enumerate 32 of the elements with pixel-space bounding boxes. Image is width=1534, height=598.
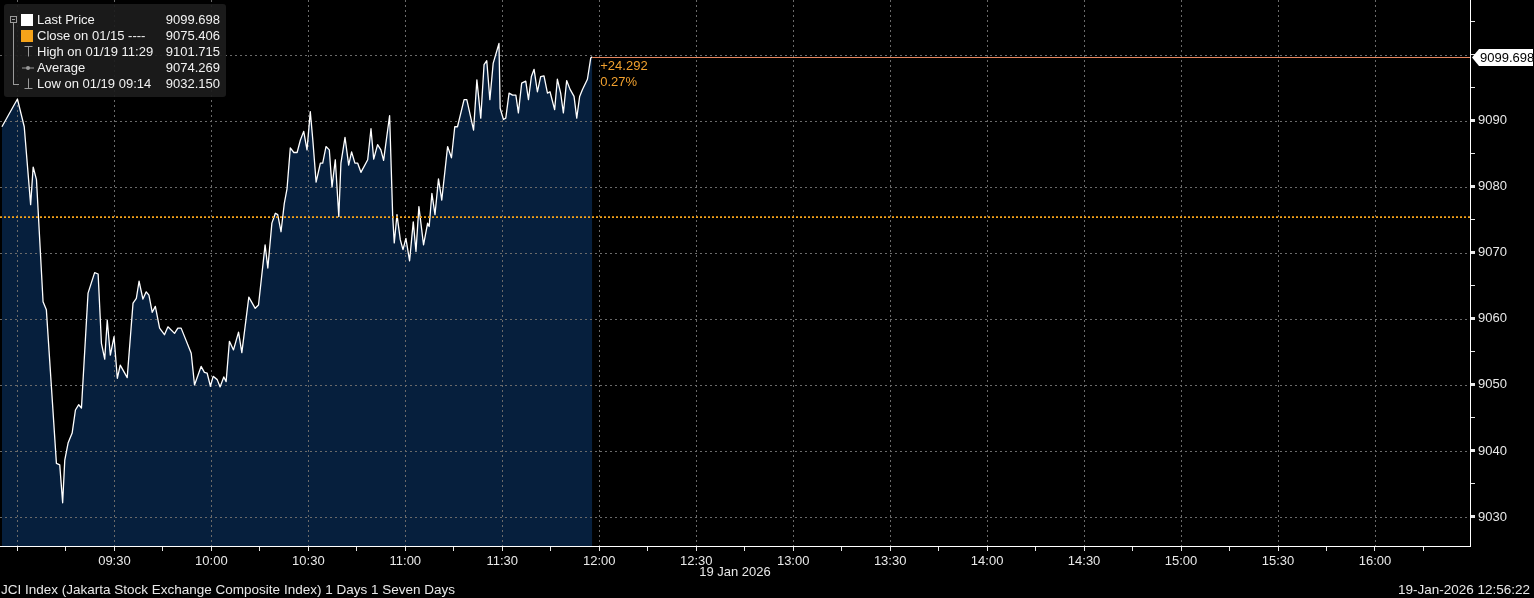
x-tick-label: 11:00 — [389, 553, 422, 569]
y-tick-label: 9060 — [1478, 310, 1507, 326]
text: Average 9074.269 — [37, 60, 220, 75]
x-tick-label: 11:30 — [486, 553, 519, 569]
x-tick-label: 16:00 — [1358, 553, 1392, 569]
text: 19-Jan-2026 12:56:22 — [1397, 582, 1530, 598]
y-tick-label: 9040 — [1478, 442, 1507, 458]
legend-label: Last Price — [37, 12, 95, 28]
annotation: +24.292 — [600, 58, 648, 74]
x-tick-label: 15:30 — [1261, 553, 1295, 569]
x-tick-label: 14:00 — [970, 553, 1004, 569]
x-tick-label: 15:00 — [1164, 553, 1198, 569]
annotation: 9075.406 — [165, 28, 220, 44]
x-tick-label: 14:30 — [1067, 553, 1101, 569]
legend-label: Close on 01/15 ---- — [37, 28, 146, 44]
x-tick-label: 10:30 — [292, 553, 325, 569]
annotation: High on 01/19 11:29 9101.715 — [37, 44, 220, 60]
x-tick-label: 12:00 — [582, 553, 616, 569]
y-tick-label: 9090 — [1478, 112, 1507, 128]
annotation: 0.27% — [600, 74, 638, 90]
data-label: 9099.698 — [1480, 49, 1534, 65]
text: JCI Index (Jakarta Stock Exchange Composite Index) 1 Days 1 Seven Days — [1, 582, 455, 598]
x-tick-label: 13:00 — [776, 553, 810, 569]
y-tick-label: 9080 — [1478, 178, 1507, 194]
y-tick-label: 9030 — [1478, 508, 1507, 524]
annotation: Low on 01/19 09:14 9032.150 — [37, 76, 220, 92]
annotation: 9099.698 — [165, 12, 220, 28]
x-tick-label: 09:30 — [98, 553, 131, 569]
y-tick-label: 9070 — [1478, 244, 1507, 260]
x-tick-label: 13:30 — [873, 553, 907, 569]
x-tick-label: 10:00 — [195, 553, 228, 569]
y-tick-label: 9050 — [1478, 376, 1507, 392]
